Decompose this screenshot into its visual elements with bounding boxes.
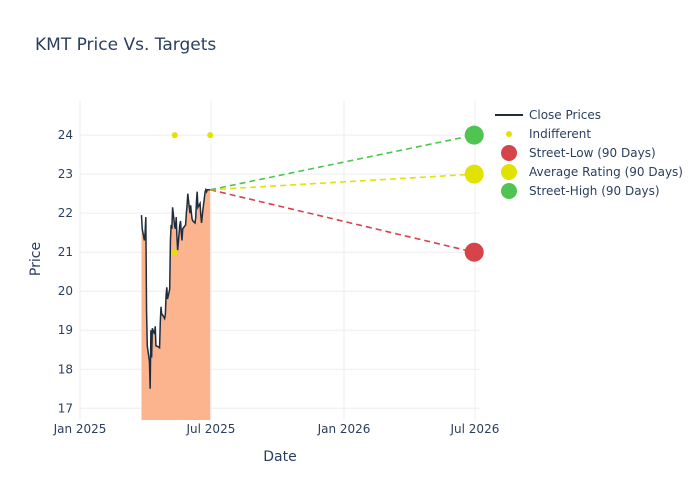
markers xyxy=(171,125,484,262)
close-price-area xyxy=(141,189,211,420)
legend-dot-swatch xyxy=(501,164,517,180)
y-tick-label: 17 xyxy=(58,401,73,415)
legend-label: Street-Low (90 Days) xyxy=(529,146,656,160)
indifferent-point xyxy=(207,132,214,139)
price-area xyxy=(141,189,211,420)
legend-item[interactable]: Street-High (90 Days) xyxy=(501,183,660,199)
legend-dot-swatch xyxy=(501,145,517,161)
legend-item[interactable]: Average Rating (90 Days) xyxy=(501,164,683,180)
legend-dot-swatch xyxy=(501,183,517,199)
series-lines xyxy=(140,134,475,389)
legend-label: Close Prices xyxy=(529,108,601,122)
y-tick-label: 19 xyxy=(58,323,73,337)
legend-item[interactable]: Close Prices xyxy=(495,108,601,122)
x-tick-label: Jul 2025 xyxy=(186,422,236,436)
y-tick-label: 21 xyxy=(58,245,73,259)
x-tick-label: Jul 2026 xyxy=(450,422,500,436)
legend-label: Street-High (90 Days) xyxy=(529,184,660,198)
street-low-projection-line xyxy=(210,188,475,253)
average-rating-point xyxy=(464,164,484,184)
close-price-line xyxy=(140,187,211,389)
legend[interactable]: Close Prices Indifferent Street-Low (90 Da… xyxy=(495,108,683,199)
x-tick-label: Jan 2025 xyxy=(53,422,107,436)
indifferent-point xyxy=(171,132,178,139)
legend-label: Average Rating (90 Days) xyxy=(529,165,683,179)
y-axis-title: Price xyxy=(28,242,44,276)
legend-dot-swatch xyxy=(506,131,512,137)
legend-item[interactable]: Street-Low (90 Days) xyxy=(501,145,656,161)
average-rating-projection-line xyxy=(210,173,475,191)
axis-ticks: 17 18 19 20 21 22 23 24 Jan 2025 Jul 2025 Jan 2026… xyxy=(53,128,500,436)
legend-label: Indifferent xyxy=(529,127,591,141)
street-high-projection-line xyxy=(210,134,475,191)
x-tick-label: Jan 2026 xyxy=(317,422,371,436)
indifferent-point xyxy=(171,249,178,256)
y-tick-label: 24 xyxy=(58,128,73,142)
x-axis-title: Date xyxy=(263,449,296,465)
y-tick-label: 23 xyxy=(58,167,73,181)
street-high-point xyxy=(464,125,484,145)
gridlines xyxy=(79,100,480,420)
y-tick-label: 18 xyxy=(58,362,73,376)
y-tick-label: 20 xyxy=(58,284,73,298)
legend-item[interactable]: Indifferent xyxy=(506,127,591,141)
y-tick-label: 22 xyxy=(58,206,73,220)
chart-title: KMT Price Vs. Targets xyxy=(35,35,216,55)
street-low-point xyxy=(464,242,484,262)
